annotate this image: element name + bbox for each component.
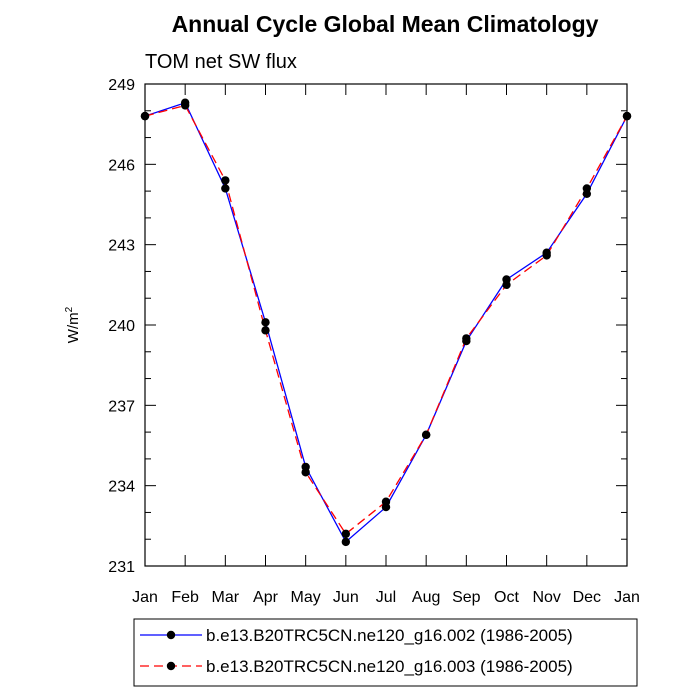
x-tick-label: Sep: [452, 589, 481, 606]
series-2-point: [421, 430, 431, 439]
legend-swatch-marker-2: [166, 661, 176, 671]
legend-box: [133, 618, 638, 687]
x-tick-label: Jul: [376, 589, 396, 606]
legend: b.e13.B20TRC5CN.ne120_g16.002 (1986-2005…: [133, 618, 638, 687]
x-tick-label: Apr: [253, 589, 279, 606]
plot-frame: [144, 83, 628, 567]
x-tick-label: Feb: [171, 589, 199, 606]
y-tick-label: 234: [108, 479, 135, 496]
legend-label-2: b.e13.B20TRC5CN.ne120_g16.003 (1986-2005…: [206, 657, 573, 676]
series-line-2: [144, 104, 628, 535]
x-tick-label: Oct: [494, 589, 519, 606]
series-1-point: [261, 318, 270, 327]
series-2-point: [341, 529, 351, 539]
x-tick-label: Jan: [614, 589, 640, 606]
series-1-point: [341, 537, 351, 547]
legend-label-1: b.e13.B20TRC5CN.ne120_g16.002 (1986-2005…: [206, 626, 573, 645]
series-2-point: [462, 334, 471, 343]
series-2-point: [180, 101, 190, 110]
series-2-point: [261, 326, 270, 335]
y-tick-label: 249: [108, 77, 135, 94]
x-tick-label: Nov: [532, 589, 560, 606]
x-tick-label: Mar: [212, 589, 240, 606]
chart-title: Annual Cycle Global Mean Climatology: [172, 11, 599, 37]
legend-swatch-marker-1: [166, 630, 176, 640]
series-2-point: [502, 280, 511, 290]
series-2-point: [381, 497, 391, 506]
series-2-point: [542, 251, 551, 260]
y-tick-label: 240: [108, 318, 135, 335]
series-1-point: [221, 184, 230, 193]
series-2-point: [582, 184, 592, 193]
y-tick-label: 246: [108, 157, 135, 174]
y-tick-label: 237: [108, 398, 135, 415]
y-tick-label: 243: [108, 238, 135, 255]
y-axis-label-text: W/m2: [64, 306, 82, 343]
x-tick-label: Dec: [573, 589, 601, 606]
y-axis-label: W/m2: [64, 306, 82, 343]
series-2-point: [622, 111, 632, 121]
series-2-point: [221, 176, 230, 185]
chart-subtitle: TOM net SW flux: [145, 51, 297, 73]
series-2-point: [301, 468, 310, 477]
series-line-1: [144, 101, 628, 543]
x-tick-label: Aug: [412, 589, 440, 606]
plot-area: 231 234 237 240 243 246 249 Jan Feb Mar Apr May Jun J…: [108, 77, 640, 606]
series-2-point: [140, 111, 150, 121]
x-tick-label: Jun: [333, 589, 359, 606]
x-tick-label: Jan: [132, 589, 158, 606]
x-tick-label: May: [291, 589, 321, 606]
y-axis-label-superscript: 2: [64, 306, 75, 312]
y-axis-label-base: W/m: [65, 312, 82, 343]
y-tick-label: 231: [108, 559, 135, 576]
